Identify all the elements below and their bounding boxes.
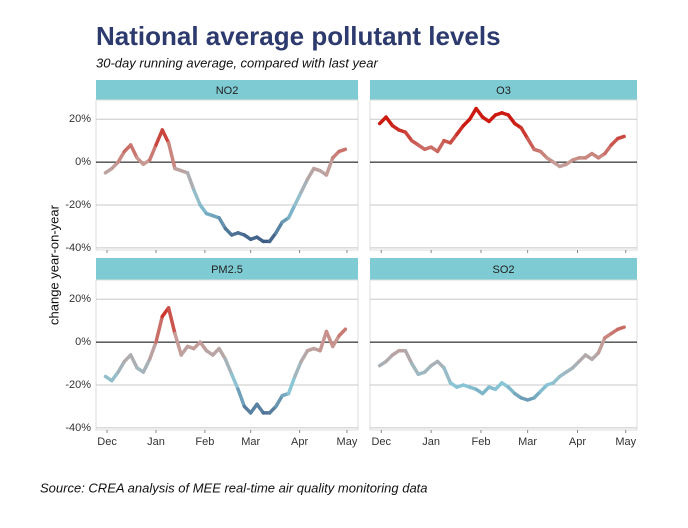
line-segment: [274, 393, 284, 409]
line-segment: [435, 138, 446, 154]
panel-title: PM2.5: [211, 264, 243, 276]
line-segment: [141, 357, 152, 374]
line-segment: [403, 130, 414, 143]
panel: [369, 279, 638, 431]
line-segment: [286, 203, 297, 220]
panel-header: [96, 258, 358, 280]
y-tick-label: 0%: [75, 336, 91, 348]
line-segment: [166, 141, 177, 171]
line-segment: [286, 374, 297, 396]
panel: [95, 279, 359, 431]
x-tick-label: Mar: [241, 436, 260, 448]
line-segment: [448, 132, 459, 145]
line-segment: [410, 361, 421, 377]
y-tick-label: -20%: [65, 199, 91, 211]
line-segment: [166, 306, 177, 336]
line-segment: [223, 357, 234, 377]
x-tick-label: Jan: [422, 436, 440, 448]
panel: [369, 99, 638, 251]
panel-title: NO2: [216, 85, 239, 97]
line-segment: [192, 188, 202, 207]
line-segment: [403, 348, 414, 366]
line-segment: [506, 113, 517, 126]
chart-title: National average pollutant levels: [96, 21, 501, 51]
line-segment: [293, 190, 303, 207]
line-segment: [615, 134, 626, 141]
line-segment: [455, 123, 466, 137]
y-tick-label: 20%: [69, 293, 91, 305]
line-segment: [324, 156, 335, 177]
line-segment: [116, 359, 127, 374]
panel-header: [370, 258, 637, 280]
line-segment: [185, 171, 196, 192]
line-segment: [147, 340, 158, 362]
line-segment: [116, 149, 127, 164]
line-segment: [293, 359, 303, 379]
x-tick-label: Feb: [471, 436, 490, 448]
panel-header: [370, 80, 637, 100]
panel: [95, 99, 359, 251]
panel-header: [96, 80, 358, 100]
x-tick-label: Mar: [518, 436, 537, 448]
y-tick-label: -20%: [65, 379, 91, 391]
y-tick-label: -40%: [65, 242, 91, 254]
line-segment: [154, 128, 165, 147]
y-tick-label: 20%: [69, 113, 91, 125]
x-tick-label: Apr: [291, 436, 308, 448]
line-segment: [217, 346, 228, 362]
line-segment: [324, 329, 335, 349]
x-tick-label: Dec: [97, 436, 117, 448]
line-segment: [299, 177, 310, 194]
line-segment: [596, 336, 607, 355]
x-tick-label: Feb: [195, 436, 214, 448]
panel-title: O3: [496, 85, 511, 97]
line-segment: [337, 327, 348, 338]
x-tick-label: May: [615, 436, 636, 448]
line-segment: [110, 370, 120, 383]
subtitle: 30-day running average, compared with la…: [96, 55, 378, 70]
y-axis-label: change year-on-year: [46, 204, 61, 325]
line-segment: [267, 231, 278, 244]
source: Source: CREA analysis of MEE real-time a…: [40, 480, 428, 495]
line-segment: [128, 353, 139, 370]
line-segment: [603, 143, 614, 156]
y-tick-label: 0%: [75, 156, 91, 168]
line-segment: [160, 128, 171, 145]
line-segment: [147, 143, 158, 162]
line-segment: [229, 372, 240, 392]
line-segment: [305, 166, 316, 182]
x-tick-label: Jan: [147, 436, 165, 448]
line-segment: [525, 136, 536, 152]
line-segment: [519, 126, 530, 141]
line-segment: [337, 147, 348, 154]
line-segment: [384, 115, 395, 128]
y-tick-label: -40%: [65, 422, 91, 434]
line-segment: [474, 106, 485, 119]
line-segment: [236, 387, 247, 409]
line-segment: [274, 220, 284, 235]
line-segment: [442, 366, 453, 385]
x-tick-label: Dec: [371, 436, 391, 448]
x-tick-label: May: [337, 436, 358, 448]
line-segment: [198, 203, 209, 216]
line-segment: [198, 340, 209, 353]
line-segment: [255, 402, 266, 415]
line-segment: [318, 329, 329, 353]
line-segment: [154, 314, 165, 344]
line-segment: [128, 143, 139, 160]
line-segment: [615, 325, 626, 332]
line-segment: [467, 106, 478, 122]
line-segment: [217, 216, 228, 231]
line-segment: [330, 333, 341, 349]
line-segment: [179, 344, 190, 357]
line-segment: [299, 348, 310, 364]
x-tick-label: Apr: [569, 436, 586, 448]
line-segment: [173, 331, 183, 357]
panel-title: SO2: [492, 264, 514, 276]
